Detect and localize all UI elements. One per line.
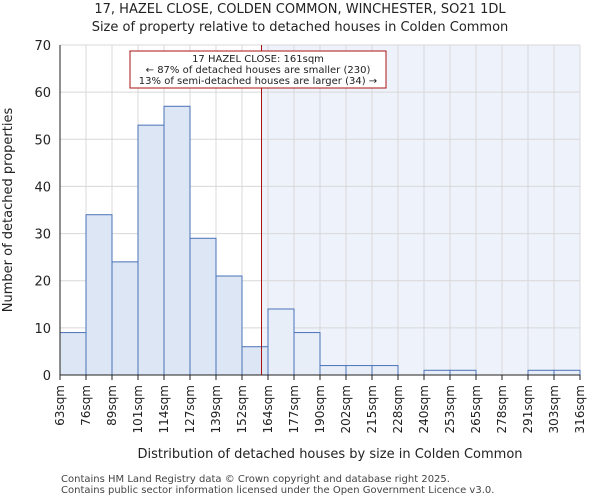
x-tick-label: 139sqm: [209, 385, 223, 433]
histogram-bar: [137, 124, 165, 376]
y-tick-label: 50: [34, 133, 51, 148]
y-tick-label: 20: [34, 275, 51, 290]
chart-subtitle: Size of property relative to detached ho…: [91, 20, 509, 35]
chart-title: 17, HAZEL CLOSE, COLDEN COMMON, WINCHEST…: [94, 2, 506, 17]
x-tick-label: 316sqm: [573, 385, 587, 433]
x-tick-label: 228sqm: [391, 385, 405, 433]
histogram-bar: [267, 308, 295, 376]
x-tick-label: 76sqm: [79, 385, 93, 426]
y-axis-title: Number of detached properties: [1, 108, 16, 313]
x-tick-label: 190sqm: [313, 385, 327, 433]
y-tick-label: 30: [34, 228, 51, 243]
x-tick-label: 152sqm: [235, 385, 249, 433]
x-tick-label: 278sqm: [495, 385, 509, 433]
annotation-box: [129, 50, 387, 89]
y-tick-label: 70: [34, 39, 51, 54]
x-tick-label: 177sqm: [287, 385, 301, 433]
histogram-bar: [215, 275, 243, 376]
histogram-bar: [553, 369, 581, 376]
x-tick-label: 202sqm: [339, 385, 353, 433]
histogram-bar: [59, 332, 87, 376]
x-tick-label: 215sqm: [365, 385, 379, 433]
x-tick-label: 164sqm: [261, 385, 275, 433]
x-tick-label: 127sqm: [183, 385, 197, 433]
histogram-bar: [293, 332, 321, 376]
histogram-bar: [85, 214, 113, 376]
x-tick-label: 89sqm: [105, 385, 119, 426]
histogram-bar: [527, 369, 555, 376]
annotation-line-1: 17 HAZEL CLOSE: 161sqm: [192, 54, 324, 65]
y-tick-label: 60: [34, 86, 51, 101]
histogram-bar: [189, 237, 217, 376]
footer-licence: Contains public sector information licen…: [61, 485, 495, 496]
histogram-bar: [241, 346, 269, 376]
histogram-bar: [163, 105, 191, 376]
x-tick-label: 303sqm: [547, 385, 561, 433]
x-axis-title: Distribution of detached houses by size …: [137, 447, 522, 462]
histogram-bar: [423, 369, 451, 376]
histogram-bar: [111, 261, 139, 376]
x-tick-label: 63sqm: [53, 385, 67, 426]
annotation-line-3: 13% of semi-detached houses are larger (…: [139, 76, 377, 87]
larger-region-shading: [261, 45, 580, 375]
annotation-line-2: ← 87% of detached houses are smaller (23…: [146, 65, 371, 76]
histogram-bar: [371, 365, 399, 376]
x-tick-label: 265sqm: [469, 385, 483, 433]
x-tick-label: 253sqm: [443, 385, 457, 433]
y-tick-label: 0: [43, 369, 51, 384]
x-tick-label: 240sqm: [417, 385, 431, 433]
histogram-bar: [345, 365, 373, 376]
x-tick-label: 114sqm: [157, 385, 171, 433]
y-tick-label: 10: [34, 322, 51, 337]
x-tick-label: 101sqm: [131, 385, 145, 433]
histogram-bar: [319, 365, 347, 376]
y-tick-label: 40: [34, 180, 51, 195]
footer-copyright: Contains HM Land Registry data © Crown c…: [61, 474, 450, 485]
histogram-bar: [449, 369, 477, 376]
x-tick-label: 291sqm: [521, 385, 535, 433]
